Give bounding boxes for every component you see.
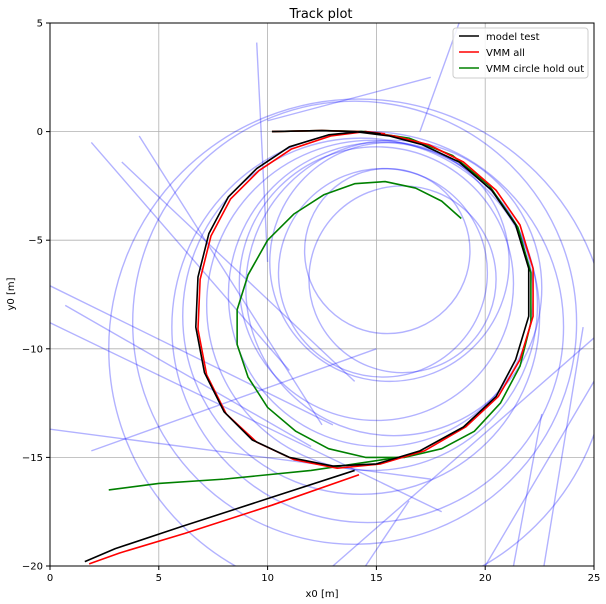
x-tick-label: 10 <box>261 573 274 584</box>
background-track-circle <box>303 167 471 335</box>
legend: model test VMM all VMM circle hold out <box>452 27 589 79</box>
background-track-circle <box>205 139 539 472</box>
legend-label: VMM circle hold out <box>486 64 584 75</box>
x-tick-label: 15 <box>370 573 383 584</box>
y-tick-label: −10 <box>22 344 43 355</box>
background-track-line <box>50 322 442 513</box>
y-axis-label: y0 [m] <box>6 277 17 310</box>
background-track-line <box>543 326 584 566</box>
background-track-line <box>364 500 410 566</box>
plot-area <box>50 23 594 566</box>
series-lines <box>84 129 534 565</box>
series-line-vmm-all <box>197 129 534 470</box>
x-axis-label: x0 [m] <box>305 589 338 600</box>
background-track-line <box>90 142 290 371</box>
background-track-circle <box>131 100 578 545</box>
background-track-line <box>121 161 356 382</box>
background-track-line <box>50 285 334 426</box>
background-track-line <box>332 337 594 566</box>
x-tick-label: 0 <box>47 573 53 584</box>
background-track-line <box>512 413 543 566</box>
background-track-circle <box>238 146 515 422</box>
background-tracks <box>50 23 594 566</box>
legend-label: model test <box>486 32 540 43</box>
background-track-circle <box>182 137 541 496</box>
plot-frame <box>49 22 595 567</box>
y-tick-label: 0 <box>37 127 43 138</box>
background-track-circle <box>108 98 594 566</box>
series-line-vmm-circle-hold-out <box>236 129 532 459</box>
y-axis-ticks: 5 0 −5 −10 −15 −20 <box>22 19 50 573</box>
x-tick-label: 5 <box>156 573 162 584</box>
background-track-line <box>64 304 312 448</box>
series-approach-vmm-all <box>88 474 360 565</box>
background-track-line <box>138 135 323 426</box>
background-track-circle <box>269 141 510 383</box>
x-tick-label: 25 <box>588 573 601 584</box>
background-track-circle <box>277 167 489 378</box>
chart-title: Track plot <box>288 7 352 22</box>
series-approach-model-test <box>84 469 355 563</box>
background-track-line <box>91 348 377 452</box>
y-tick-label: −5 <box>28 236 43 247</box>
legend-box <box>452 27 589 79</box>
legend-label: VMM all <box>486 48 525 59</box>
y-tick-label: −20 <box>22 562 43 573</box>
background-track-line <box>267 76 431 122</box>
y-tick-label: 5 <box>37 19 43 30</box>
background-track-line <box>50 428 431 480</box>
x-axis-ticks: 0 5 10 15 20 25 <box>47 566 601 584</box>
background-track-line <box>484 381 594 566</box>
y-tick-label: −15 <box>22 453 43 464</box>
background-track-line <box>256 42 269 262</box>
x-tick-label: 20 <box>479 573 492 584</box>
background-track-circle <box>245 139 543 437</box>
series-line-model-test <box>194 129 530 467</box>
